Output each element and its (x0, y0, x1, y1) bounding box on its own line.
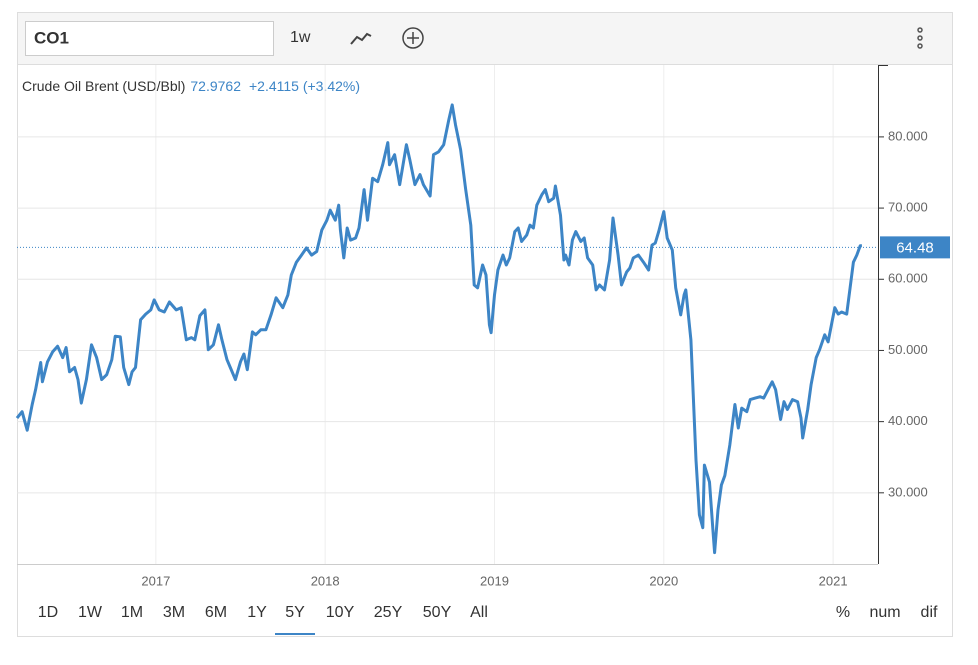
y-tick-label: 50.000 (888, 342, 928, 357)
range-button[interactable]: 1Y (247, 604, 267, 621)
widget-frame (17, 12, 953, 637)
range-button[interactable]: 1W (78, 604, 103, 621)
chart-type-icon[interactable] (350, 32, 372, 45)
x-tick-label: 2020 (649, 573, 678, 588)
interval-button[interactable]: 1w (290, 29, 311, 46)
range-button[interactable]: 10Y (326, 604, 355, 621)
y-tick-label: 80.000 (888, 128, 928, 143)
range-button[interactable]: 3M (163, 604, 185, 621)
x-tick-label: 2021 (819, 573, 848, 588)
mode-button[interactable]: dif (921, 604, 938, 621)
last-value-badge (880, 236, 950, 259)
range-button[interactable]: 1M (121, 604, 143, 621)
last-value-label: 64.48 (896, 239, 934, 256)
range-button[interactable]: 6M (205, 604, 227, 621)
symbol-input[interactable] (25, 21, 274, 56)
range-button[interactable]: 1D (38, 604, 58, 621)
chart-title: Crude Oil Brent (USD/Bbl) (22, 78, 185, 94)
y-tick-label: 60.000 (888, 271, 928, 286)
price: 72.9762 (190, 78, 241, 94)
y-tick-label: 70.000 (888, 200, 928, 215)
range-button[interactable]: All (470, 604, 488, 621)
range-button[interactable]: 25Y (374, 604, 403, 621)
menu-icon[interactable] (917, 27, 923, 49)
mode-button[interactable]: num (869, 604, 900, 621)
change: +2.4115 (+3.42%) (249, 78, 360, 94)
range-button[interactable]: 50Y (423, 604, 452, 621)
chart-header: Crude Oil Brent (USD/Bbl) 72.9762 +2.4115 … (22, 78, 360, 94)
x-tick-label: 2018 (311, 573, 340, 588)
symbol-text: CO1 (34, 28, 69, 47)
x-tick-label: 2017 (141, 573, 170, 588)
add-indicator-icon[interactable] (402, 27, 424, 49)
range-button[interactable]: 5Y (285, 604, 305, 621)
x-tick-label: 2019 (480, 573, 509, 588)
add-indicator-plus (407, 32, 419, 44)
price-line (15, 103, 862, 555)
y-tick-label: 40.000 (888, 413, 928, 428)
mode-button[interactable]: % (836, 604, 850, 621)
y-tick-label: 30.000 (888, 484, 928, 499)
